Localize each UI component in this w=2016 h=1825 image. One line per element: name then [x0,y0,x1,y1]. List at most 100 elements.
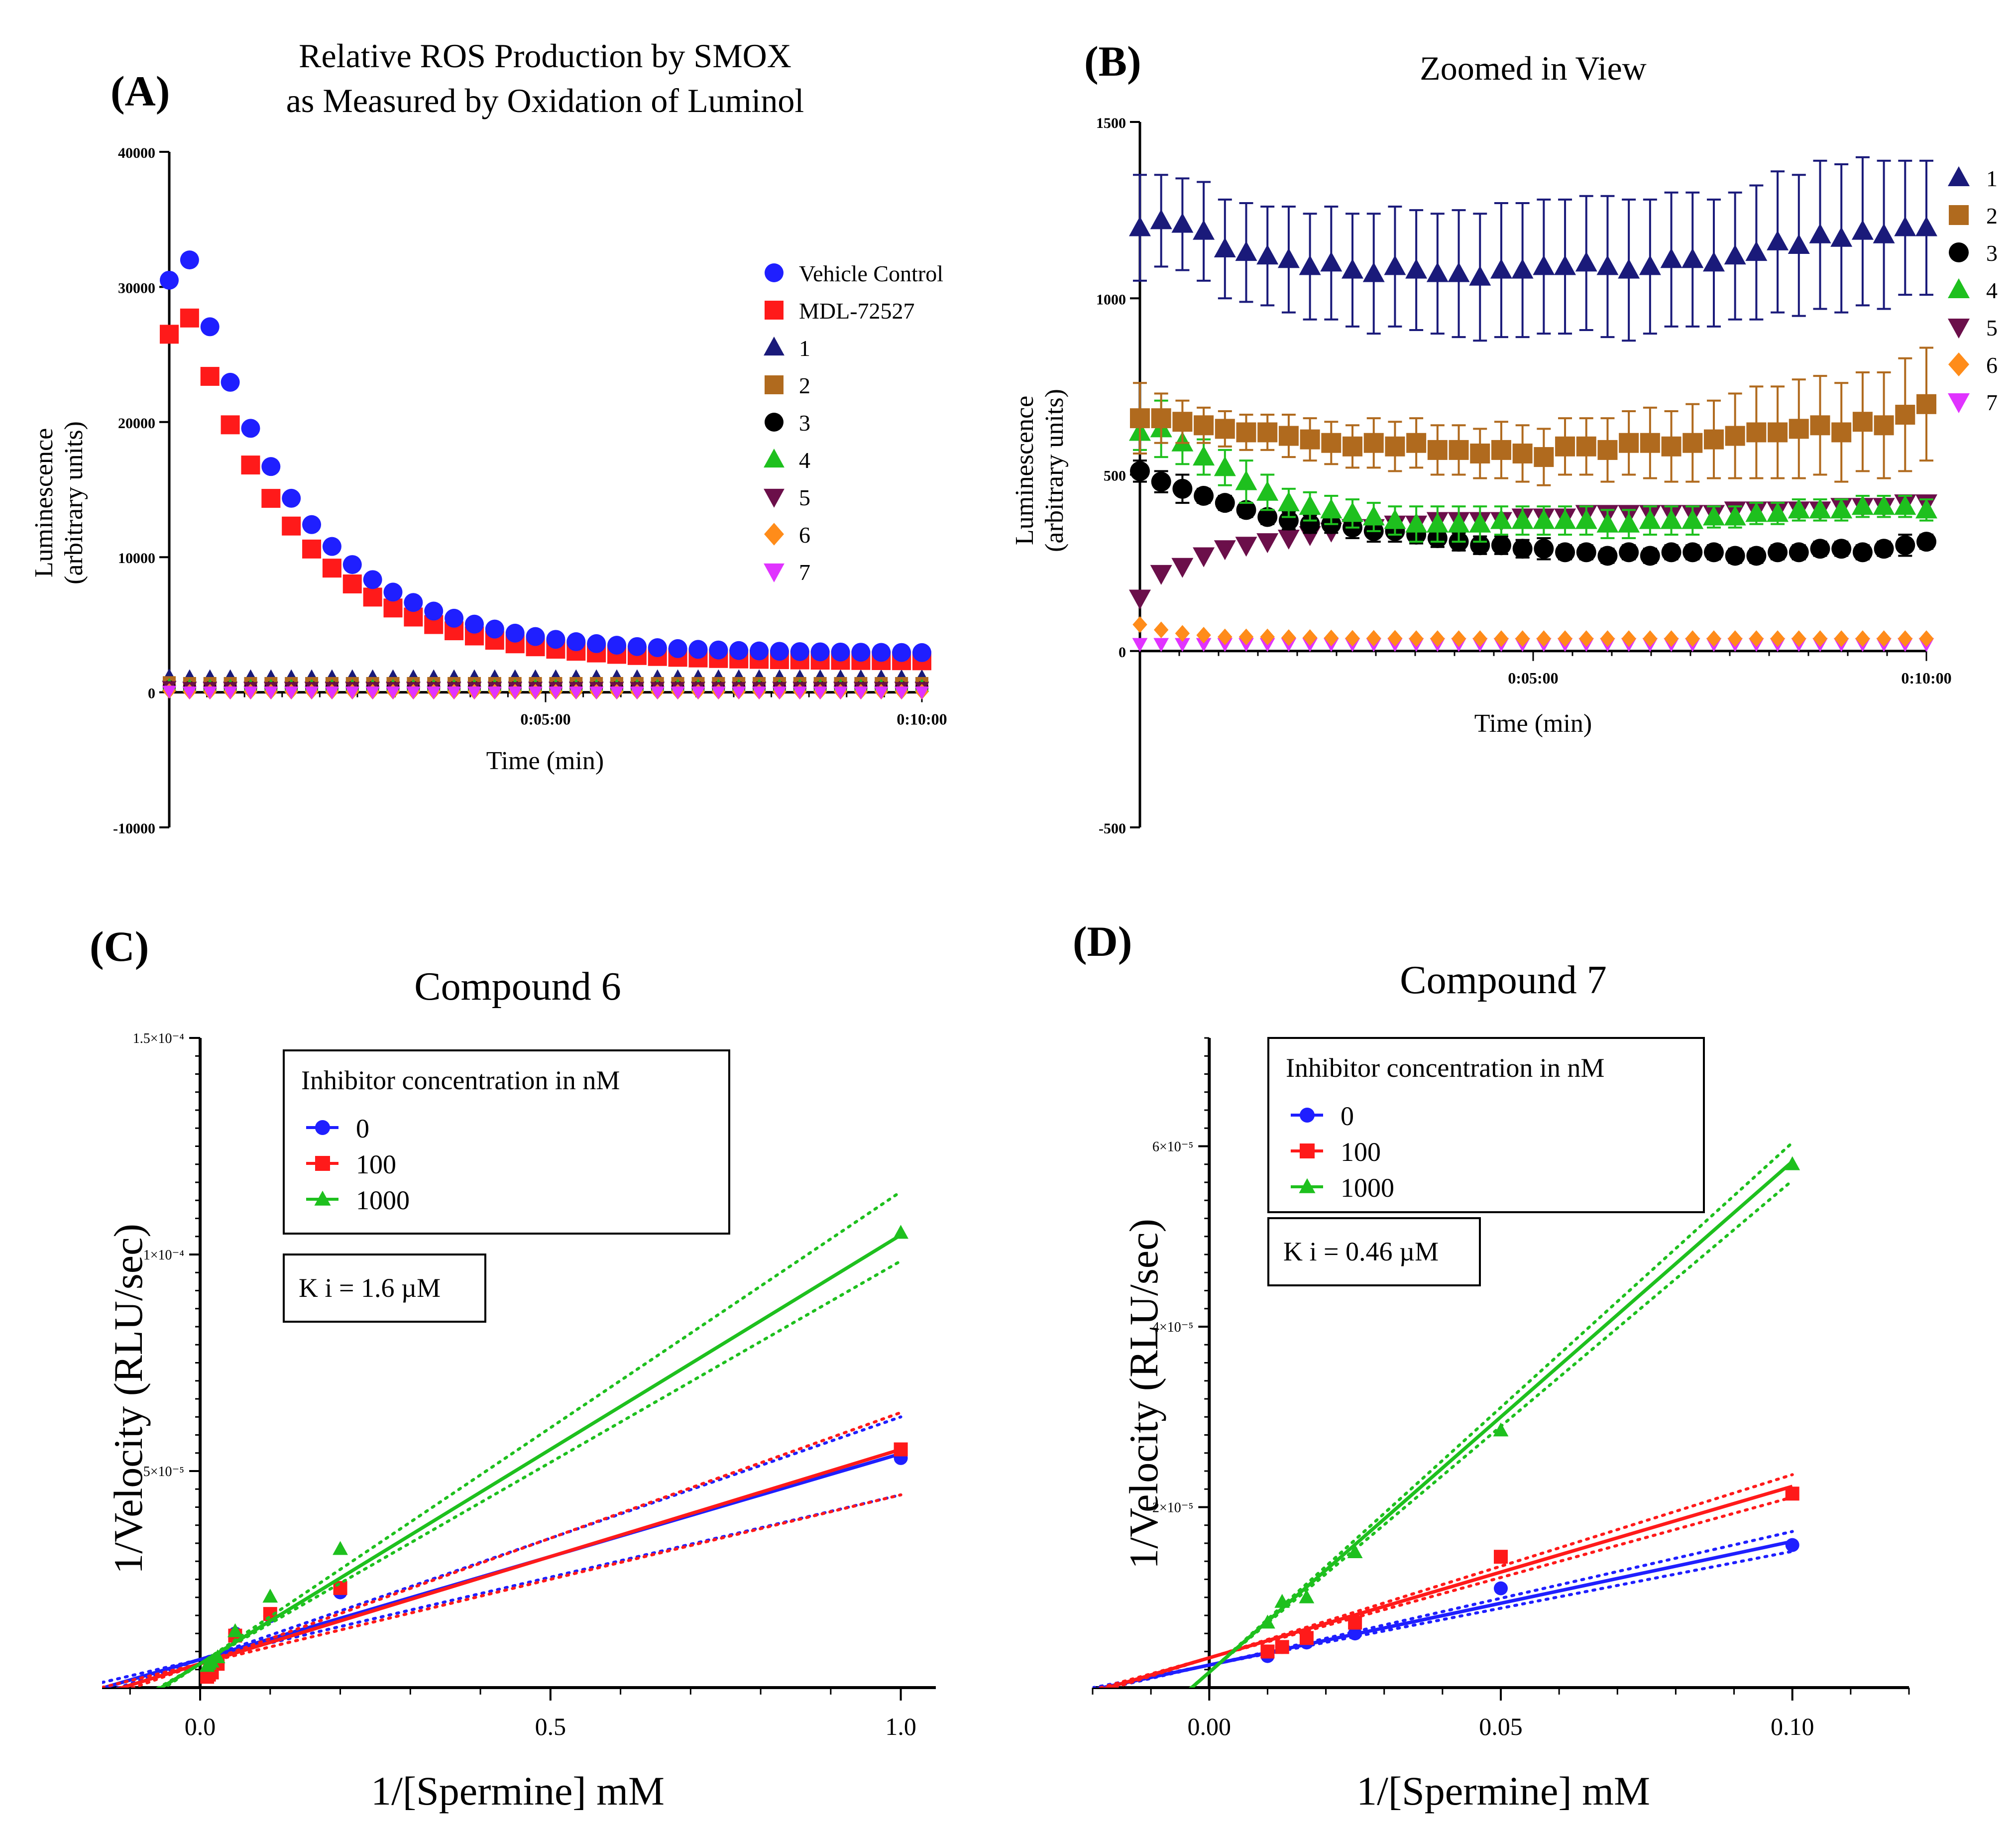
series-4-point [1469,512,1491,533]
series-1000-ci-lower [1189,1179,1794,1688]
panel-c-ylabel: 1/Velocity (RLU/sec) [106,1224,151,1574]
y-tick-label: -500 [1099,820,1126,837]
legend-marker [314,1190,331,1206]
legend-label: 5 [799,485,810,510]
series-4-point [1405,512,1428,533]
series-7-point [854,686,868,700]
series-mdl-72527-point [383,598,403,618]
series-2-point [1491,440,1511,460]
series-4-point [1299,495,1321,515]
series-3-point [1852,542,1873,563]
series-7-point [589,686,604,700]
series-1-point [1894,216,1916,236]
series-1-point [1448,262,1470,282]
series-5-point [1235,537,1257,557]
series-2-point [1215,419,1235,439]
series-1000-point [1785,1156,1800,1170]
series-vehicle-control-point [404,593,423,612]
series-2-point [1789,419,1809,439]
series-1-point [1299,255,1321,275]
series-2-point [1449,440,1469,460]
series-1-point [1426,262,1449,282]
panel-c-legend: Inhibitor concentration in nM 0 100 1000 K i… [283,1049,730,1323]
panel-c-xlabel: 1/[Spermine] mM [371,1768,665,1814]
series-7-point [182,686,197,700]
series-1-point [1639,255,1661,275]
series-2-point [1895,405,1915,425]
legend-label: 100 [1341,1137,1381,1167]
legend-marker [1949,242,1969,262]
series-1-point [1724,244,1746,265]
series-1-point [1150,209,1172,229]
x-tick-label: 0.5 [535,1712,566,1740]
series-7-point [711,686,726,700]
series-mdl-72527-point [342,574,362,593]
series-7-point [426,686,441,700]
series-1-point [1745,241,1768,261]
legend-marker [1949,205,1969,225]
series-vehicle-control-point [831,642,850,662]
series-1-point [1575,251,1597,272]
series-7-point [772,686,787,700]
x-tick-label: 0:10:00 [896,710,947,728]
series-6-point [1387,630,1403,647]
series-1-point [1277,248,1300,268]
y-tick-label: 0 [148,685,155,702]
series-1-point [1193,220,1215,240]
series-4-point [1575,509,1597,529]
series-1-point [1469,265,1491,286]
series-1-point [1873,223,1895,243]
series-vehicle-control-point [627,637,647,656]
panel-d: (D) Compound 7 1/Velocity (RLU/sec) 1/[S… [1073,917,1910,1814]
series-3-point [1640,546,1660,566]
panel-c-title: Compound 6 [414,965,621,1009]
series-2-point [1661,436,1681,456]
series-2-point [1278,426,1299,446]
series-2-point [1300,429,1320,450]
series-vehicle-control-point [180,250,199,270]
panel-c-marks [102,1190,909,1688]
series-vehicle-control-point [546,630,565,649]
series-1000-point [210,1649,225,1663]
panel-d-axes: 2×10⁻⁵ 4×10⁻⁵ 6×10⁻⁵ 0.00 0.05 0.10 [1092,1037,1910,1740]
series-3-point [1194,486,1214,506]
series-7-point [365,686,380,700]
series-1-point [1554,255,1576,275]
series-1000-point [1274,1594,1290,1608]
series-3-point [1512,539,1533,559]
series-6-point [1536,630,1552,647]
series-2-point [1682,433,1703,453]
series-5-point [1256,533,1279,554]
series-100-ci-lower [102,1493,902,1688]
series-6-point [1600,630,1615,647]
series-2-point [1640,433,1660,453]
series-1000-point [333,1541,348,1555]
series-2-point [1874,415,1894,436]
series-4-point [1681,509,1704,529]
series-3-point [1534,539,1554,559]
series-7-point [630,686,645,700]
series-2-point [1512,443,1533,463]
series-vehicle-control-point [160,270,179,290]
series-4-point [1851,495,1874,515]
series-3-point [1619,542,1639,563]
x-tick-label: 0:05:00 [1508,669,1558,687]
series-6-point [1834,630,1849,647]
series-1-point [1320,251,1343,272]
series-vehicle-control-point [912,643,931,662]
series-3-point [1491,535,1511,556]
series-vehicle-control-point [790,642,809,661]
series-2-point [1703,429,1724,450]
legend-label: MDL-72527 [799,298,915,324]
series-2-point [1810,415,1830,436]
series-6-point [1281,629,1296,646]
series-2-point [1852,412,1873,432]
legend-title: Inhibitor concentration in nM [301,1065,620,1095]
series-7-point [691,686,705,700]
series-1-point [1362,262,1385,282]
series-3-point [1236,500,1256,520]
series-7-point [833,686,848,700]
series-3-point [1576,542,1596,563]
panel-d-legend: Inhibitor concentration in nM 0 100 1000 K i… [1267,1037,1705,1286]
series-1000-point [1299,1589,1315,1603]
